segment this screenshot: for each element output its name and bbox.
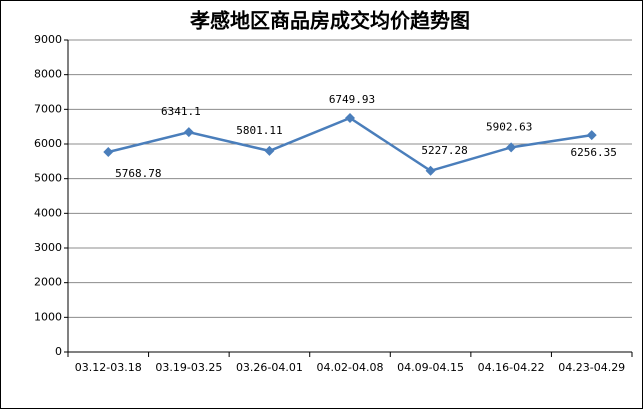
y-tick-label: 4000 <box>34 206 62 219</box>
x-tick-label: 03.19-03.25 <box>155 361 222 374</box>
y-tick-label: 2000 <box>34 276 62 289</box>
data-point <box>425 165 436 176</box>
data-point <box>345 113 355 124</box>
y-tick-label: 6000 <box>34 137 62 150</box>
data-point <box>183 127 194 138</box>
x-tick-label: 04.23-04.29 <box>558 361 625 374</box>
y-tick-label: 1000 <box>34 310 62 323</box>
data-label: 5902.63 <box>486 120 532 133</box>
y-tick-label: 0 <box>55 345 62 358</box>
x-tick-label: 03.26-04.01 <box>236 361 303 374</box>
y-tick-label: 3000 <box>34 241 62 254</box>
data-point <box>506 142 517 153</box>
chart-title: 孝感地区商品房成交均价趋势图 <box>189 9 470 33</box>
x-tick-label: 04.02-04.08 <box>317 361 384 374</box>
y-tick-label: 9000 <box>34 33 62 46</box>
data-label: 6341.1 <box>161 105 201 118</box>
data-label: 5227.28 <box>421 144 467 157</box>
data-point <box>586 130 597 141</box>
data-point <box>264 145 275 156</box>
data-label: 5801.11 <box>236 124 282 137</box>
y-tick-label: 8000 <box>34 68 62 81</box>
x-tick-label: 04.09-04.15 <box>397 361 464 374</box>
data-label: 5768.78 <box>115 167 161 180</box>
data-label: 6749.93 <box>329 93 375 106</box>
y-tick-label: 5000 <box>34 172 62 185</box>
data-label: 6256.35 <box>571 146 617 159</box>
x-tick-label: 03.12-03.18 <box>75 361 142 374</box>
y-tick-label: 7000 <box>34 102 62 115</box>
x-tick-label: 04.16-04.22 <box>478 361 545 374</box>
data-point <box>103 147 114 158</box>
